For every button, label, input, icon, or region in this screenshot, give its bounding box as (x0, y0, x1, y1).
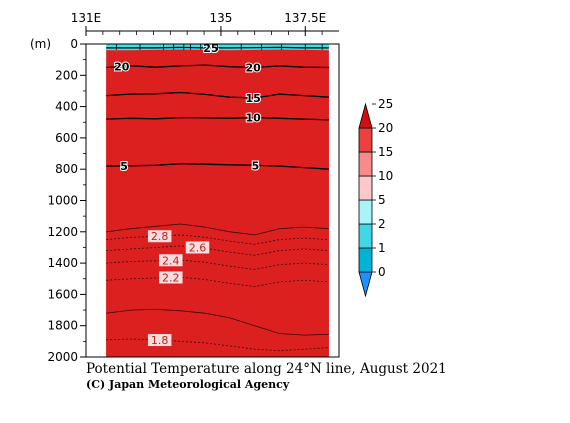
colorbar-segment (358, 151, 373, 177)
y-tick-label: 1000 (47, 194, 78, 208)
colorbar-segment (358, 223, 373, 249)
x-tick-label: 131E (71, 11, 102, 25)
y-tick-label: 1600 (47, 287, 78, 301)
credit-caption: (C) Japan Meteorological Agency (86, 378, 290, 391)
contour-label-bg (159, 254, 183, 267)
colorbar-segment (358, 247, 373, 273)
y-axis: 0 200 400 600 800 1000 1200 1400 1600 1800 2000 (47, 37, 86, 364)
contour-line-1.8 (106, 338, 329, 352)
y-tick-label: 200 (55, 68, 78, 82)
contour-label-bg (159, 271, 183, 284)
colorbar-label: 5 (378, 193, 386, 207)
contour-label-5: 5 (120, 160, 128, 173)
contour-label-2.2: 2.2 (162, 271, 180, 284)
contour-line-2 (106, 308, 329, 336)
station-tick-marks (115, 44, 323, 50)
contour-label-1.8: 1.8 (151, 334, 169, 347)
contour-line-2.2 (106, 276, 329, 288)
colorbar-segment (358, 175, 373, 201)
contour-lines: 25 20 20 15 10 5 5 2.8 2.6 2.4 2.2 1.8 (106, 41, 329, 352)
colorbar-label: 25 (378, 97, 393, 111)
colorbar-segment (358, 271, 373, 298)
contour-label-10: 10 (246, 112, 262, 125)
colorbar-segment (358, 127, 373, 153)
y-tick-label: 1800 (47, 319, 78, 333)
y-tick-label: 0 (70, 37, 78, 51)
contour-line-10 (106, 116, 329, 121)
y-tick-label: 2000 (47, 350, 78, 364)
contour-label-5: 5 (252, 159, 260, 172)
contour-label-20: 20 (114, 60, 130, 73)
contour-label-15: 15 (246, 92, 261, 105)
temperature-bands (106, 44, 329, 357)
contour-line-3 (106, 223, 329, 236)
colorbar-label: 0 (378, 265, 386, 279)
contour-line-2.8 (106, 234, 329, 245)
y-tick-label: 600 (55, 131, 78, 145)
contour-label-bg (147, 230, 172, 243)
x-axis: 131E 135 137.5E (71, 11, 339, 36)
contour-label-2.8: 2.8 (151, 230, 169, 243)
contour-label-25: 25 (203, 42, 218, 55)
contour-line-15 (106, 91, 329, 99)
contour-line-2.6 (106, 245, 329, 256)
colorbar-label: 10 (378, 169, 393, 183)
contour-line-5 (106, 163, 329, 170)
y-tick-label: 1400 (47, 256, 78, 270)
contour-label-bg (185, 241, 210, 254)
y-tick-label: 1200 (47, 225, 78, 239)
colorbar-segment (358, 199, 373, 225)
contour-label-20: 20 (246, 61, 262, 74)
contour-label-bg (147, 334, 172, 347)
chart-title: Potential Temperature along 24°N line, A… (86, 361, 447, 377)
y-tick-label: 800 (55, 162, 78, 176)
x-tick-label: 137.5E (284, 11, 326, 25)
colorbar-segment (358, 102, 373, 129)
colorbar-label: 2 (378, 217, 386, 231)
contour-line-20 (106, 64, 329, 69)
colorbar-label: 20 (378, 121, 393, 135)
contour-label-2.6: 2.6 (189, 242, 207, 255)
contour-line-2.4 (106, 259, 329, 270)
x-tick-label: 135 (209, 11, 232, 25)
colorbar-label: 15 (378, 145, 393, 159)
colorbar-label: 1 (378, 241, 386, 255)
y-tick-label: 400 (55, 100, 78, 114)
contour-label-2.4: 2.4 (162, 254, 180, 267)
y-axis-unit-label: (m) (30, 37, 51, 51)
